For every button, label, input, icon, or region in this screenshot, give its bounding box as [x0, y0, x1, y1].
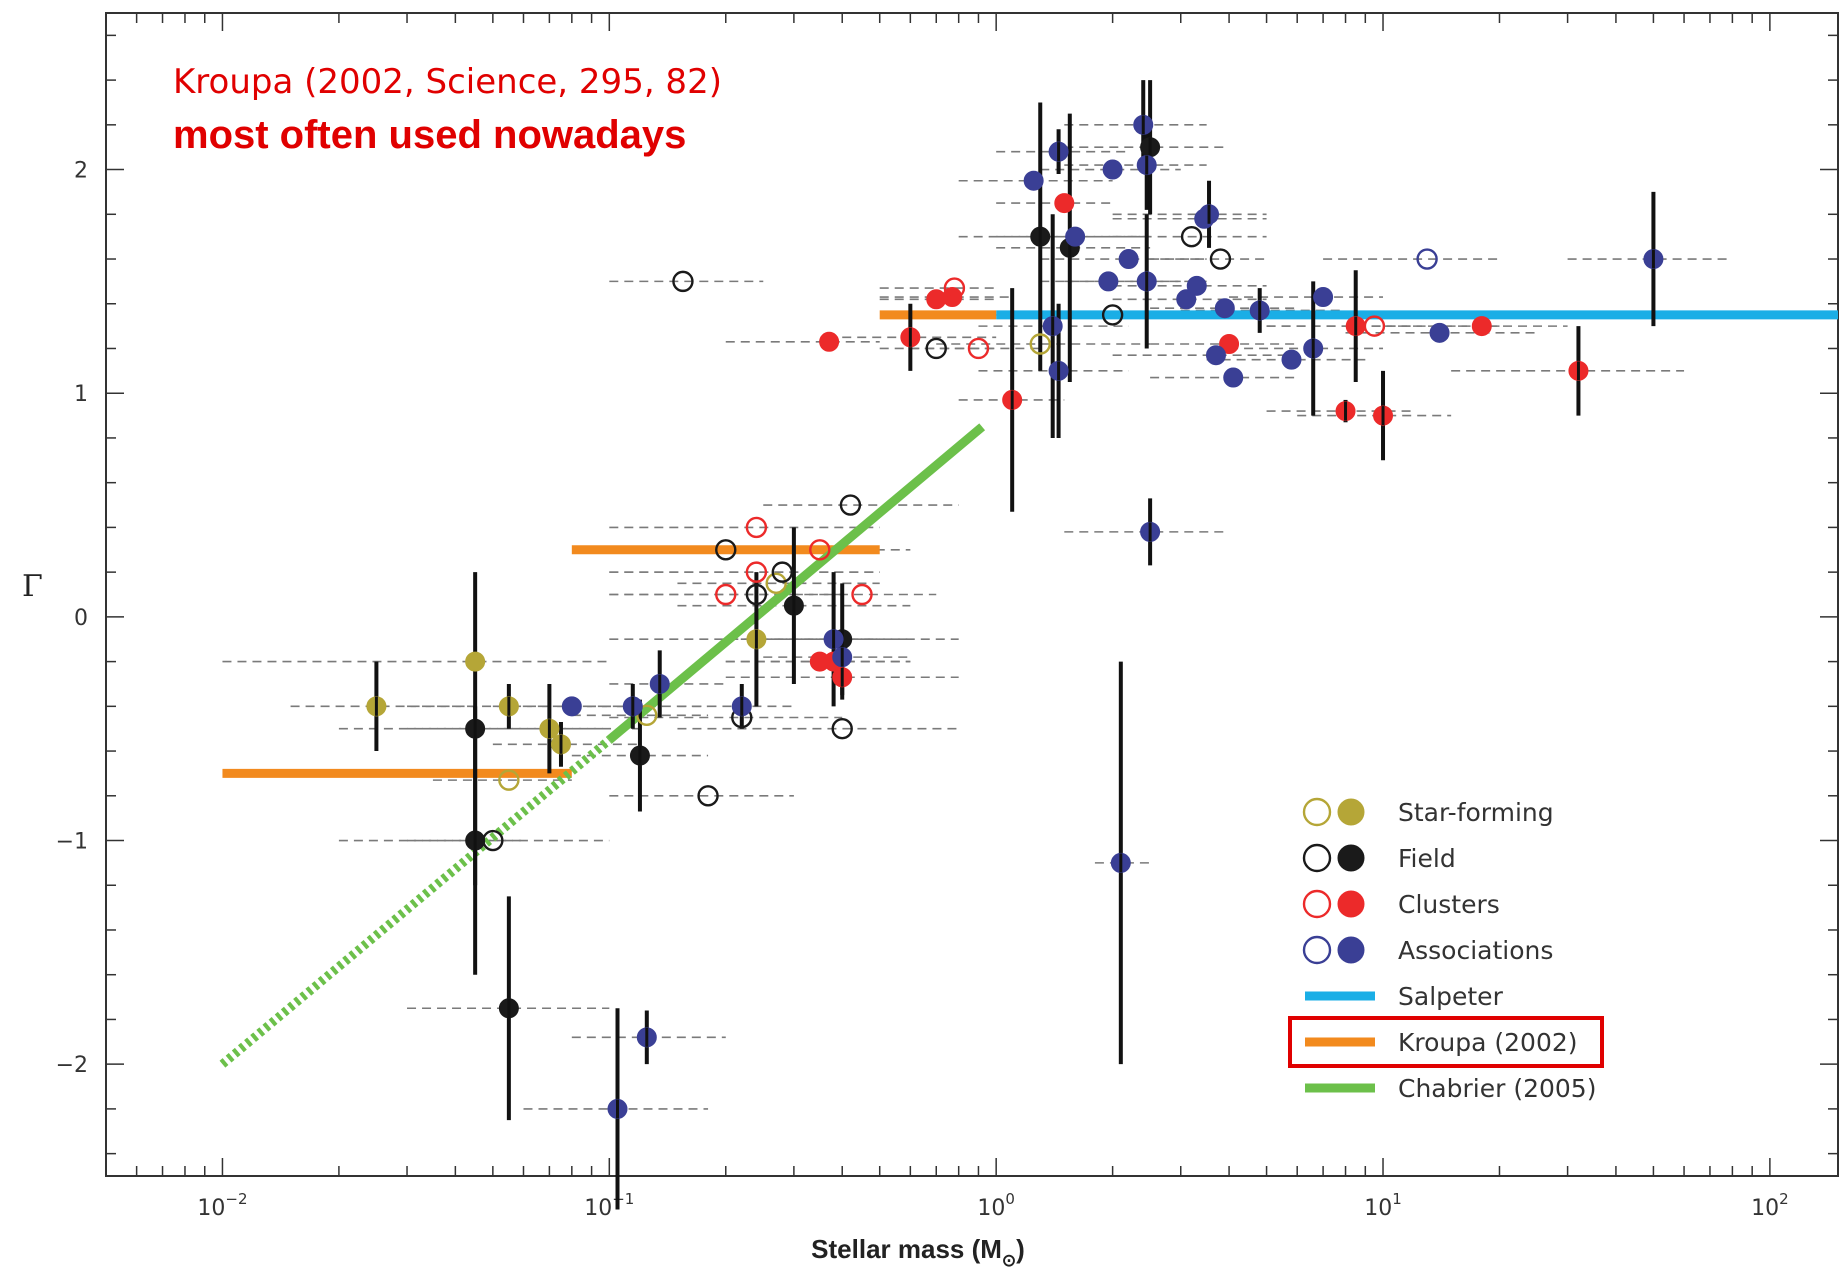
data-point-clusters-open [851, 583, 873, 606]
x-axis-label: Stellar mass (M⊙) [811, 1234, 1025, 1270]
data-point-associations-filled [1102, 159, 1123, 180]
data-point-star-forming-open [1029, 333, 1051, 355]
data-point-associations-filled [1313, 287, 1334, 308]
data-point-associations-filled [1429, 322, 1450, 343]
x-tick-label: 10−2 [197, 1190, 247, 1221]
legend-label: Field [1398, 844, 1456, 873]
data-point-clusters-open [715, 583, 737, 606]
data-point-associations-filled [1065, 226, 1086, 247]
data-point-field-open [1209, 248, 1232, 270]
legend-marker-open [1302, 843, 1332, 873]
legend-marker-filled [1337, 844, 1365, 872]
annotation-citation: Kroupa (2002, Science, 295, 82) [173, 62, 722, 102]
x-tick-label: 10−1 [584, 1190, 634, 1221]
legend-marker-filled [1337, 890, 1365, 918]
legend-label: Chabrier (2005) [1398, 1074, 1596, 1103]
plot-frame [105, 12, 1839, 1177]
data-point-clusters-open [1363, 315, 1386, 337]
data-point-field-open [482, 829, 504, 852]
legend-label: Star-forming [1398, 798, 1554, 827]
data-point-associations-filled [1223, 367, 1244, 388]
legend-marker-filled [1337, 798, 1365, 826]
data-point-field-open [831, 717, 853, 740]
data-point-field-open [697, 785, 719, 807]
y-tick-label: −2 [56, 1053, 88, 1078]
data-point-star-forming-open [636, 704, 658, 726]
y-tick-label: 0 [74, 606, 88, 631]
y-tick-label: −1 [56, 830, 88, 855]
legend-label: Kroupa (2002) [1398, 1028, 1578, 1057]
data-point-associations-filled [561, 696, 582, 717]
data-point-clusters-open [809, 539, 831, 561]
data-point-star-forming-open [498, 769, 520, 791]
data-point-associations-filled [1023, 170, 1044, 191]
legend-marker-open [1302, 935, 1332, 965]
data-point-associations-filled [1205, 345, 1226, 366]
x-tick-label: 102 [1751, 1190, 1789, 1221]
data-point-field-open [771, 561, 793, 583]
legend-label: Clusters [1398, 890, 1500, 919]
model-line-chabrier-extrapolation [219, 736, 613, 1068]
data-point-field-open [1180, 225, 1203, 248]
x-tick-label: 101 [1364, 1190, 1402, 1221]
legend-label: Associations [1398, 936, 1553, 965]
data-point-field-open [925, 337, 947, 360]
data-point-associations-filled [1186, 275, 1207, 296]
data-point-star-forming-open [765, 572, 787, 595]
legend-highlight-box [1288, 1016, 1604, 1068]
legend-marker-open [1302, 797, 1332, 827]
data-point-associations-filled [1118, 249, 1139, 270]
y-axis-label: Γ [22, 569, 43, 604]
data-point-clusters-open [943, 277, 966, 299]
y-tick-label: 2 [74, 159, 88, 184]
data-point-field-open [1101, 304, 1124, 326]
data-point-field-open [672, 270, 694, 293]
data-point-associations-filled [1176, 289, 1197, 310]
data-point-associations-filled [1098, 271, 1119, 292]
data-point-clusters-open [967, 337, 990, 360]
data-point-clusters-filled [819, 331, 840, 352]
data-point-field-open [715, 539, 737, 561]
data-point-associations-filled [1214, 298, 1235, 319]
y-tick-label: 1 [74, 382, 88, 407]
data-point-clusters-filled [1471, 316, 1492, 337]
annotation-usage-note: most often used nowadays [173, 113, 686, 157]
x-tick-label: 100 [977, 1190, 1015, 1221]
data-point-field-open [745, 583, 768, 606]
legend-marker-open [1302, 889, 1332, 919]
legend-marker-filled [1337, 936, 1365, 964]
legend: Star-forming Field Clusters Associations Sal… [1288, 797, 1604, 1103]
data-point-star-forming-filled [465, 651, 486, 672]
data-point-clusters-open [745, 516, 768, 539]
data-point-clusters-filled [1219, 334, 1240, 355]
data-point-field-open [839, 494, 862, 516]
legend-label: Salpeter [1398, 982, 1504, 1011]
data-point-clusters-open [745, 561, 768, 583]
data-point-associations-open [1416, 248, 1438, 270]
data-point-associations-filled [1281, 349, 1302, 370]
data-point-clusters-filled [1054, 193, 1075, 214]
